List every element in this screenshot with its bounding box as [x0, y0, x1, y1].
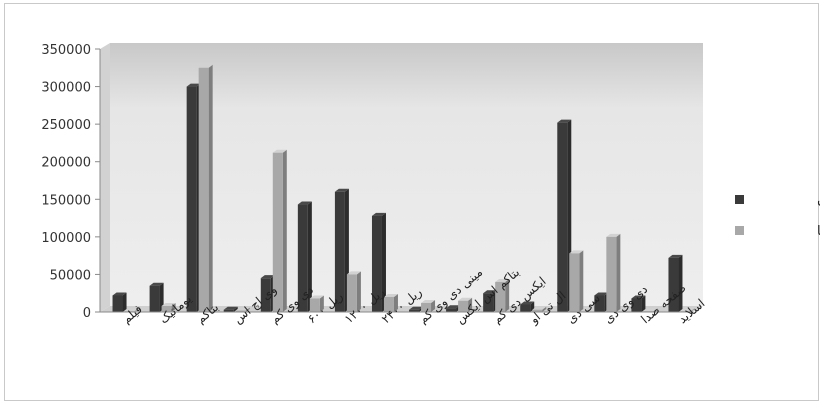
- legend-label: سایر استان‌ها: [817, 224, 820, 239]
- y-tick-label: 350000: [41, 43, 91, 58]
- bar-other-provinces: [272, 149, 287, 312]
- bar-chart: 0 50000 100000 150000 200000 250000 300000 3500…: [41, 43, 820, 328]
- bar-other-provinces: [383, 293, 398, 312]
- bar-tehran: [186, 83, 201, 312]
- bar-other-provinces: [235, 307, 250, 312]
- bar-other-provinces: [421, 299, 436, 312]
- bar-tehran: [297, 201, 312, 312]
- legend: تهران سایر استان‌ها: [735, 193, 820, 239]
- bar-tehran: [371, 212, 386, 312]
- bar-other-provinces: [346, 271, 361, 312]
- bar-other-provinces: [458, 297, 473, 312]
- y-tick-label: 150000: [41, 193, 91, 208]
- legend-label: تهران: [817, 193, 820, 208]
- bar-other-provinces: [569, 250, 584, 312]
- bar-other-provinces: [495, 278, 510, 312]
- y-tick-label: 0: [83, 306, 91, 321]
- bar-other-provinces: [606, 233, 621, 312]
- y-tick-label: 100000: [41, 231, 91, 246]
- plot-wall: [100, 43, 703, 312]
- bar-tehran: [557, 119, 572, 312]
- legend-swatch: [735, 226, 744, 235]
- y-tick-label: 300000: [41, 81, 91, 96]
- bar-other-provinces: [309, 295, 324, 312]
- bar-tehran: [112, 292, 127, 312]
- legend-swatch: [735, 195, 744, 204]
- bar-other-provinces: [198, 64, 213, 313]
- y-tick-label: 200000: [41, 156, 91, 171]
- y-tick-label: 50000: [50, 268, 91, 283]
- bar-tehran: [631, 295, 646, 312]
- bar-other-provinces: [532, 306, 547, 312]
- chart-frame: 0 50000 100000 150000 200000 250000 300000 3500…: [4, 3, 820, 401]
- y-tick-label: 250000: [41, 118, 91, 133]
- y-axis: 0 50000 100000 150000 200000 250000 300000 3500…: [41, 43, 101, 321]
- bar-tehran: [223, 306, 238, 312]
- bars: [112, 64, 695, 313]
- bar-other-provinces: [161, 302, 176, 312]
- bar-tehran: [668, 254, 683, 312]
- bar-tehran: [149, 282, 164, 312]
